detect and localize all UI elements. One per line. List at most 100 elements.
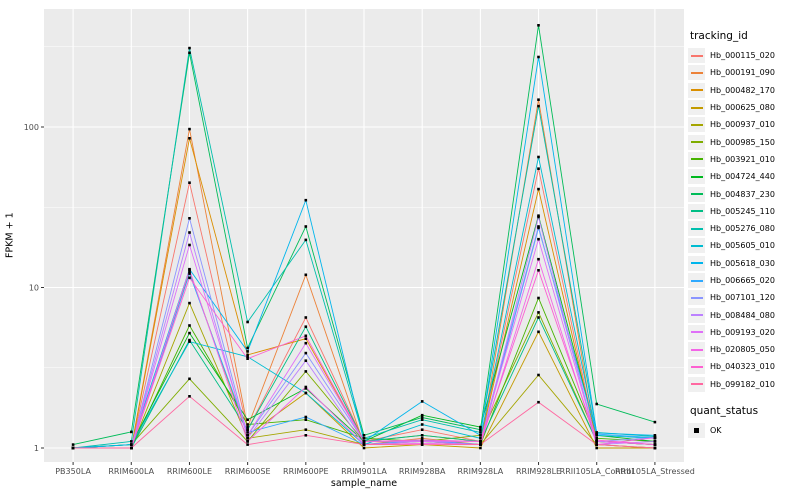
legend-key-line-icon [688,342,705,358]
data-point [653,440,657,443]
data-point [537,269,540,272]
legend-key-point-icon [688,423,705,439]
legend-key-line-icon [688,151,705,167]
legend-key-line-icon [688,238,705,254]
data-point [304,391,308,395]
legend-item-label: Hb_000115_020 [710,51,775,61]
legend-key-line-icon [688,48,705,64]
legend-item: Hb_000115_020 [688,47,798,64]
data-point [537,167,540,170]
data-point [188,46,191,50]
legend-item-label: Hb_005245_110 [710,206,775,216]
data-point [537,55,540,59]
quant-status-label: OK [710,426,722,436]
data-point [479,446,482,450]
data-point [188,340,191,343]
data-point [479,437,482,440]
data-point [479,434,482,437]
data-point [595,438,598,442]
x-tick-label: RRIM600LA [108,467,154,476]
data-point [188,181,191,184]
data-point [304,334,308,338]
data-point [304,238,308,242]
legend-item-label: Hb_020805_050 [710,345,775,355]
legend-item-label: Hb_004724_440 [710,172,775,182]
legend-item-label: Hb_009193_020 [710,327,775,337]
data-point [246,428,249,431]
data-point [246,423,249,426]
data-point [595,446,598,450]
data-point [653,443,657,446]
data-point [246,418,249,421]
data-point [653,420,657,424]
data-point [595,443,598,446]
legend-key-line-icon [688,324,705,340]
data-point [595,402,598,406]
quant-status-legend-items: OK [688,422,798,439]
legend-item-label: Hb_008484_080 [710,310,775,320]
data-point [420,418,424,421]
y-tick-label: 100 [24,123,39,132]
data-point [537,257,540,261]
data-point [304,325,308,328]
legend-key-line-icon [688,117,705,133]
data-point [537,296,540,300]
data-point [304,428,308,431]
legend-item: Hb_007101_120 [688,289,798,306]
data-point [304,273,308,277]
y-tick-label: 10 [29,283,39,292]
legend-key-line-icon [688,221,705,237]
quant-status-legend-title: quant_status [690,404,759,417]
legend-key-line-icon [688,169,705,185]
legend-item: Hb_000985_150 [688,133,798,150]
legend-key-line-icon [688,255,705,271]
legend-item-label: Hb_000482_170 [710,85,775,95]
legend-key-line-icon [688,100,705,116]
data-point [188,51,191,55]
data-point [420,416,424,419]
data-point [537,311,540,314]
data-point [362,440,366,443]
data-point [304,337,308,340]
data-point [420,428,424,431]
data-point [420,440,424,443]
data-point [246,346,249,350]
legend-item: Hb_020805_050 [688,341,798,358]
legend-item-label: Hb_007101_120 [710,293,775,303]
data-point [479,428,482,431]
x-tick-label: RRII105LA_Control [560,467,634,476]
tracking-id-legend-title: tracking_id [690,30,748,42]
data-point [188,338,191,342]
legend-key-line-icon [688,134,705,150]
data-point [188,243,191,247]
data-point [188,377,191,381]
data-point [537,226,540,230]
data-point [188,217,191,220]
data-point [362,446,366,450]
x-tick-label: RRIM600LE [167,467,212,476]
x-tick-label: RRIM928BA [399,467,446,476]
data-point [188,270,191,274]
legend-item: Hb_003921_010 [688,151,798,168]
data-point [653,434,657,437]
data-point [420,423,424,426]
data-point [188,127,191,131]
data-point [537,225,540,228]
legend-item-label: Hb_006665_020 [710,276,775,285]
data-point [246,434,249,437]
data-point [304,418,308,421]
x-tick-label: RRIM928LA [457,467,503,476]
data-point [362,437,366,440]
data-point [188,324,191,327]
legend-item: Hb_005245_110 [688,203,798,220]
legend-item: Hb_000937_010 [688,116,798,133]
data-point [188,276,191,280]
data-point [304,385,308,389]
legend-key-line-icon [688,290,705,306]
data-point [595,437,598,440]
data-point [188,137,191,140]
legend-item: Hb_005605_010 [688,237,798,254]
data-point [537,400,540,404]
data-point [130,446,133,450]
y-tick-label: 1 [34,444,39,453]
